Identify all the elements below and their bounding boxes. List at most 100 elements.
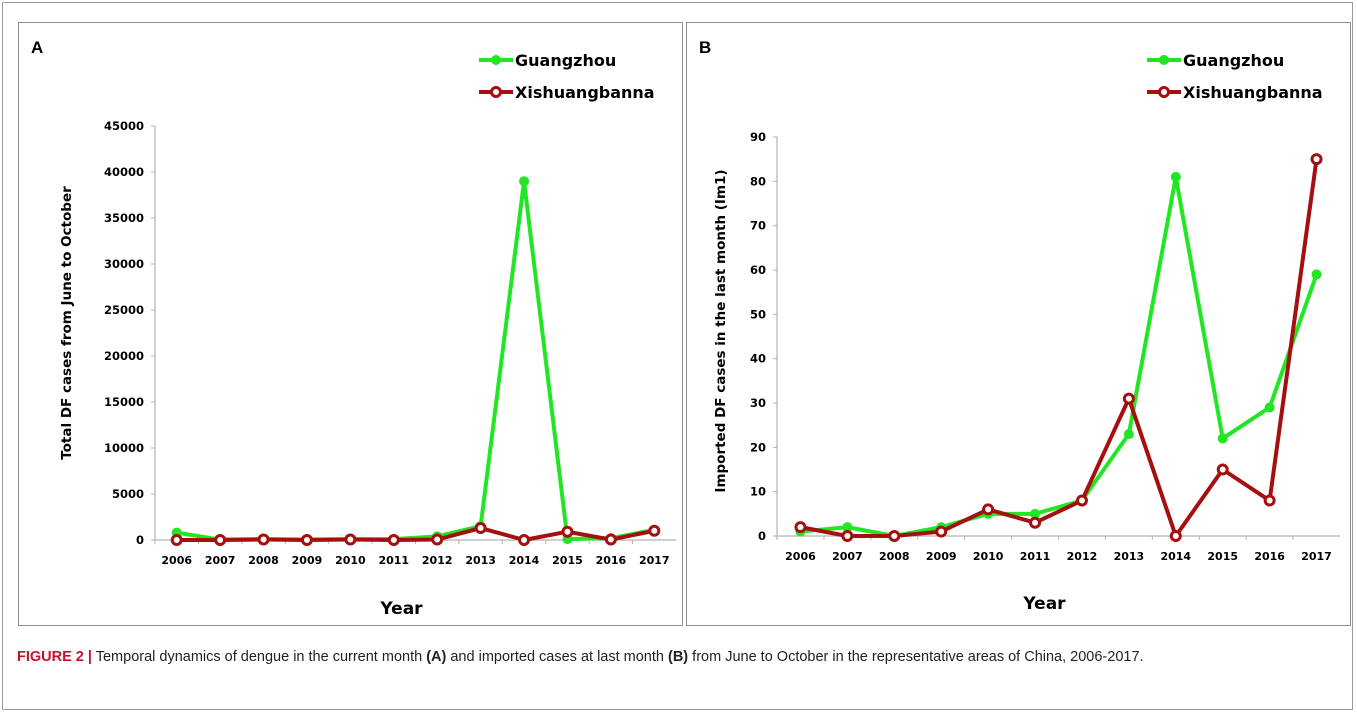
series-line-xishuangbanna — [800, 158, 1319, 538]
x-tick-label: 2012 — [1067, 550, 1098, 563]
x-tick-label: 2007 — [832, 550, 863, 563]
legend-label-xishuangbanna: Xishuangbanna — [515, 83, 655, 102]
point-xishuangbanna — [1075, 494, 1088, 507]
x-axis-title: Year — [1022, 594, 1066, 614]
x-tick-label: 2016 — [1254, 550, 1285, 563]
y-axis-title: Total DF cases from June to October — [59, 186, 75, 460]
x-tick-label: 2007 — [205, 554, 236, 567]
y-tick-label: 25000 — [104, 303, 144, 317]
caption-ref-a: (A) — [426, 649, 447, 665]
y-axis-title: Imported DF cases in the last month (Im1… — [713, 169, 729, 492]
point-xishuangbanna — [1216, 463, 1229, 476]
y-tick-label: 15000 — [104, 395, 144, 409]
point-guangzhou — [1264, 402, 1275, 413]
point-xishuangbanna — [518, 534, 531, 546]
panel-label: B — [699, 38, 711, 57]
figure-caption: FIGURE 2 | Temporal dynamics of dengue i… — [17, 646, 1327, 668]
point-xishuangbanna — [1169, 530, 1182, 542]
y-tick-label: 90 — [750, 130, 766, 144]
y-tick-label: 70 — [750, 219, 766, 233]
y-tick-label: 45000 — [104, 119, 144, 133]
point-xishuangbanna — [841, 530, 854, 542]
y-tick-label: 0 — [758, 529, 766, 543]
point-xishuangbanna — [431, 533, 444, 546]
x-tick-label: 2017 — [1301, 550, 1332, 563]
series-line-guangzhou — [176, 179, 655, 542]
chart-svg-a: A 0 5000 10000 15000 20000 25000 30000 35000 4000… — [31, 38, 676, 619]
y-tick-label: 10000 — [104, 441, 144, 455]
point-guangzhou — [1311, 269, 1322, 280]
x-tick-label: 2013 — [1114, 550, 1145, 563]
point-xishuangbanna — [888, 530, 901, 542]
y-tick-label: 10 — [750, 485, 766, 499]
panel-label: A — [31, 38, 43, 57]
legend-marker-xishuangbanna — [490, 86, 502, 98]
point-xishuangbanna — [387, 534, 400, 546]
point-xishuangbanna — [1029, 516, 1042, 529]
legend-label-guangzhou: Guangzhou — [515, 51, 616, 70]
point-xishuangbanna — [214, 534, 227, 546]
x-tick-label: 2009 — [926, 550, 957, 563]
point-guangzhou — [1123, 429, 1134, 440]
y-tick-label: 40000 — [104, 165, 144, 179]
legend-marker-guangzhou — [491, 55, 501, 65]
legend-marker-guangzhou — [1159, 55, 1169, 65]
point-guangzhou — [1030, 508, 1041, 519]
y-tick-label: 20 — [750, 440, 766, 454]
x-tick-label: 2006 — [785, 550, 816, 563]
y-tick-label: 40 — [750, 352, 766, 366]
point-guangzhou — [519, 176, 530, 187]
point-xishuangbanna — [344, 533, 357, 546]
x-tick-label: 2016 — [596, 554, 627, 567]
x-tick-label: 2011 — [378, 554, 409, 567]
y-tick-label: 50 — [750, 307, 766, 321]
x-tick-label: 2014 — [1160, 550, 1191, 563]
x-tick-label: 2014 — [509, 554, 540, 567]
y-tick-label: 35000 — [104, 211, 144, 225]
legend-label-guangzhou: Guangzhou — [1183, 51, 1284, 70]
point-xishuangbanna — [1263, 494, 1276, 507]
point-xishuangbanna — [561, 525, 574, 538]
y-tick-label: 0 — [136, 533, 144, 547]
y-tick-label: 60 — [750, 263, 766, 277]
point-xishuangbanna — [474, 522, 487, 535]
caption-text-2: and imported cases at last month — [446, 649, 668, 665]
x-tick-label: 2012 — [422, 554, 453, 567]
chart-panel-b: B 0 10 20 30 40 50 60 70 80 90 2006 2007 2008 2009 2010… — [686, 22, 1351, 626]
x-tick-label: 2009 — [292, 554, 323, 567]
y-tick-label: 30 — [750, 396, 766, 410]
point-xishuangbanna — [1310, 153, 1323, 166]
x-tick-label: 2015 — [1207, 550, 1238, 563]
series-line-xishuangbanna — [176, 526, 655, 542]
point-xishuangbanna — [1122, 392, 1135, 405]
y-tick-label: 20000 — [104, 349, 144, 363]
point-guangzhou — [1170, 171, 1181, 182]
point-xishuangbanna — [604, 533, 617, 546]
legend-marker-xishuangbanna — [1158, 86, 1170, 98]
x-axis-title: Year — [379, 599, 423, 619]
legend-label-xishuangbanna: Xishuangbanna — [1183, 83, 1323, 102]
point-xishuangbanna — [982, 503, 995, 516]
caption-text-3: from June to October in the representati… — [688, 649, 1144, 665]
x-tick-label: 2017 — [639, 554, 670, 567]
point-guangzhou — [842, 522, 853, 533]
point-xishuangbanna — [170, 534, 183, 546]
x-tick-label: 2006 — [161, 554, 192, 567]
y-tick-label: 5000 — [112, 487, 144, 501]
caption-label: FIGURE 2 | — [17, 649, 92, 665]
x-tick-label: 2011 — [1020, 550, 1051, 563]
x-tick-label: 2010 — [335, 554, 366, 567]
y-tick-label: 30000 — [104, 257, 144, 271]
point-xishuangbanna — [648, 524, 661, 537]
x-tick-label: 2013 — [465, 554, 496, 567]
point-xishuangbanna — [794, 521, 807, 534]
chart-svg-b: B 0 10 20 30 40 50 60 70 80 90 2006 2007 2008 2009 2010… — [699, 38, 1340, 614]
point-xishuangbanna — [300, 534, 313, 546]
caption-text-1: Temporal dynamics of dengue in the curre… — [91, 649, 427, 665]
point-xishuangbanna — [935, 525, 948, 538]
point-xishuangbanna — [257, 533, 270, 546]
x-tick-label: 2015 — [552, 554, 583, 567]
point-guangzhou — [1217, 433, 1228, 444]
chart-panel-a: A 0 5000 10000 15000 20000 25000 30000 35000 4000… — [18, 22, 683, 626]
